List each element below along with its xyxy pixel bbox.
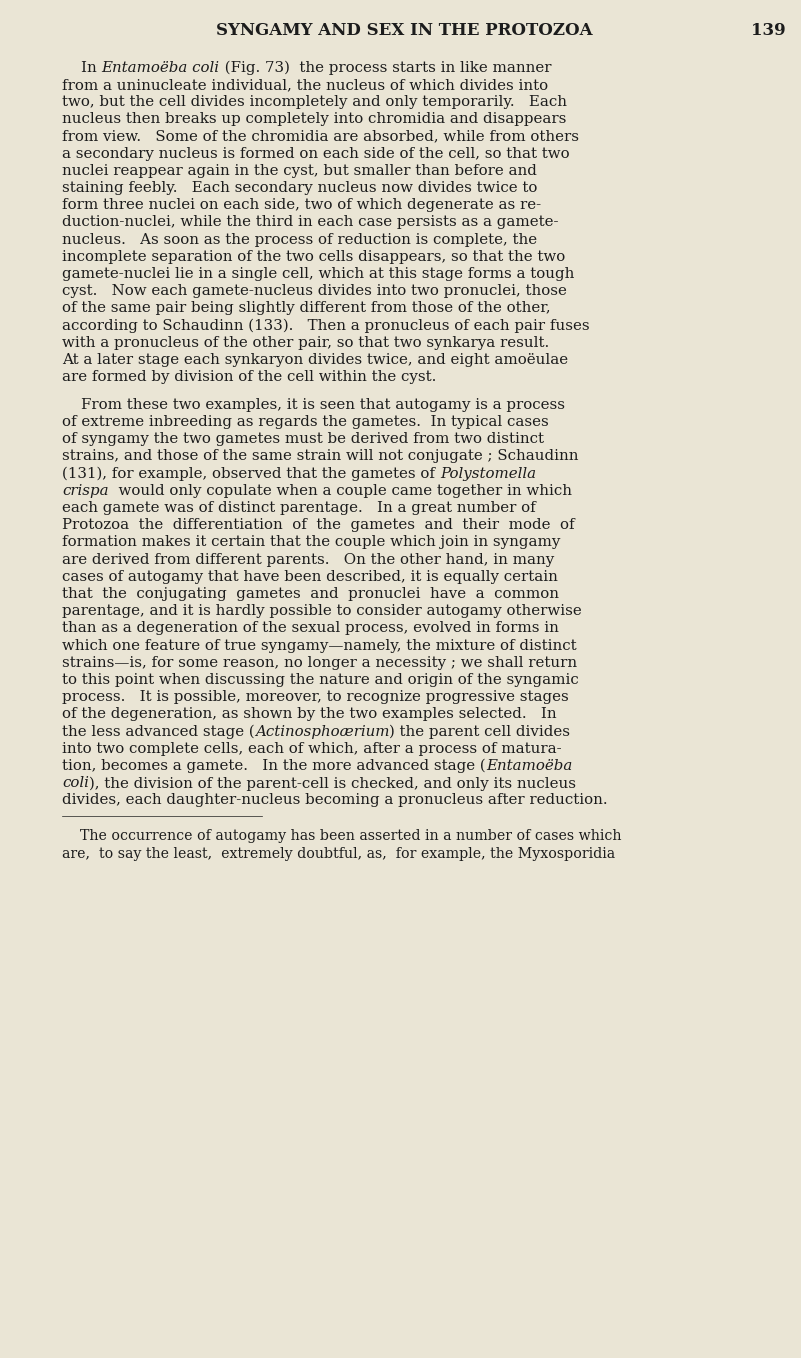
- Text: nuclei reappear again in the cyst, but smaller than before and: nuclei reappear again in the cyst, but s…: [62, 164, 537, 178]
- Text: according to Schaudinn (133).   Then a pronucleus of each pair fuses: according to Schaudinn (133). Then a pro…: [62, 319, 590, 333]
- Text: form three nuclei on each side, two of which degenerate as re-: form three nuclei on each side, two of w…: [62, 198, 541, 212]
- Text: duction-nuclei, while the third in each case persists as a gamete-: duction-nuclei, while the third in each …: [62, 216, 558, 230]
- Text: are,  to say the least,  extremely doubtful, as,  for example, the Myxosporidia: are, to say the least, extremely doubtfu…: [62, 846, 615, 861]
- Text: with a pronucleus of the other pair, so that two synkarya result.: with a pronucleus of the other pair, so …: [62, 335, 549, 350]
- Text: divides, each daughter-nucleus becoming a pronucleus after reduction.: divides, each daughter-nucleus becoming …: [62, 793, 608, 807]
- Text: At a later stage each synkaryon divides twice, and eight amoëulae: At a later stage each synkaryon divides …: [62, 353, 568, 367]
- Text: ), the division of the parent-cell is checked, and only its nucleus: ), the division of the parent-cell is ch…: [89, 777, 576, 790]
- Text: from view.   Some of the chromidia are absorbed, while from others: from view. Some of the chromidia are abs…: [62, 129, 579, 144]
- Text: process.   It is possible, moreover, to recognize progressive stages: process. It is possible, moreover, to re…: [62, 690, 569, 703]
- Text: the less advanced stage (: the less advanced stage (: [62, 725, 255, 739]
- Text: cyst.   Now each gamete-nucleus divides into two pronuclei, those: cyst. Now each gamete-nucleus divides in…: [62, 284, 567, 299]
- Text: formation makes it certain that the couple which join in syngamy: formation makes it certain that the coup…: [62, 535, 561, 550]
- Text: would only copulate when a couple came together in which: would only copulate when a couple came t…: [109, 483, 572, 498]
- Text: incomplete separation of the two cells disappears, so that the two: incomplete separation of the two cells d…: [62, 250, 566, 263]
- Text: 139: 139: [751, 22, 786, 39]
- Text: ) the parent cell divides: ) the parent cell divides: [389, 725, 570, 739]
- Text: staining feebly.   Each secondary nucleus now divides twice to: staining feebly. Each secondary nucleus …: [62, 181, 537, 196]
- Text: from a uninucleate individual, the nucleus of which divides into: from a uninucleate individual, the nucle…: [62, 77, 548, 92]
- Text: of syngamy the two gametes must be derived from two distinct: of syngamy the two gametes must be deriv…: [62, 432, 544, 447]
- Text: of the same pair being slightly different from those of the other,: of the same pair being slightly differen…: [62, 301, 550, 315]
- Text: nucleus then breaks up completely into chromidia and disappears: nucleus then breaks up completely into c…: [62, 113, 566, 126]
- Text: which one feature of true syngamy—namely, the mixture of distinct: which one feature of true syngamy—namely…: [62, 638, 577, 653]
- Text: that  the  conjugating  gametes  and  pronuclei  have  a  common: that the conjugating gametes and pronucl…: [62, 587, 559, 602]
- Text: two, but the cell divides incompletely and only temporarily.   Each: two, but the cell divides incompletely a…: [62, 95, 567, 109]
- Text: Polystomella: Polystomella: [440, 467, 536, 481]
- Text: into two complete cells, each of which, after a process of matura-: into two complete cells, each of which, …: [62, 741, 562, 755]
- Text: strains—is, for some reason, no longer a necessity ; we shall return: strains—is, for some reason, no longer a…: [62, 656, 578, 669]
- Text: than as a degeneration of the sexual process, evolved in forms in: than as a degeneration of the sexual pro…: [62, 622, 559, 636]
- Text: of the degeneration, as shown by the two examples selected.   In: of the degeneration, as shown by the two…: [62, 708, 557, 721]
- Text: a secondary nucleus is formed on each side of the cell, so that two: a secondary nucleus is formed on each si…: [62, 147, 570, 160]
- Text: SYNGAMY AND SEX IN THE PROTOZOA: SYNGAMY AND SEX IN THE PROTOZOA: [215, 22, 592, 39]
- Text: Entamoëba coli: Entamoëba coli: [102, 61, 219, 75]
- Text: Actinosphoærium: Actinosphoærium: [255, 725, 389, 739]
- Text: strains, and those of the same strain will not conjugate ; Schaudinn: strains, and those of the same strain wi…: [62, 449, 578, 463]
- Text: The occurrence of autogamy has been asserted in a number of cases which: The occurrence of autogamy has been asse…: [62, 830, 622, 843]
- Text: crispa: crispa: [62, 483, 109, 498]
- Text: each gamete was of distinct parentage.   In a great number of: each gamete was of distinct parentage. I…: [62, 501, 536, 515]
- Text: coli: coli: [62, 777, 89, 790]
- Text: of extreme inbreeding as regards the gametes.  In typical cases: of extreme inbreeding as regards the gam…: [62, 416, 549, 429]
- Text: From these two examples, it is seen that autogamy is a process: From these two examples, it is seen that…: [62, 398, 565, 411]
- Text: cases of autogamy that have been described, it is equally certain: cases of autogamy that have been describ…: [62, 570, 557, 584]
- Text: to this point when discussing the nature and origin of the syngamic: to this point when discussing the nature…: [62, 674, 579, 687]
- Text: (131), for example, observed that the gametes of: (131), for example, observed that the ga…: [62, 467, 440, 481]
- Text: Protozoa  the  differentiation  of  the  gametes  and  their  mode  of: Protozoa the differentiation of the game…: [62, 519, 574, 532]
- Text: In: In: [62, 61, 102, 75]
- Text: are formed by division of the cell within the cyst.: are formed by division of the cell withi…: [62, 371, 437, 384]
- Text: parentage, and it is hardly possible to consider autogamy otherwise: parentage, and it is hardly possible to …: [62, 604, 582, 618]
- Text: nucleus.   As soon as the process of reduction is complete, the: nucleus. As soon as the process of reduc…: [62, 232, 537, 247]
- Text: Entamoëba: Entamoëba: [485, 759, 572, 773]
- Text: (Fig. 73)  the process starts in like manner: (Fig. 73) the process starts in like man…: [219, 61, 551, 75]
- Text: tion, becomes a gamete.   In the more advanced stage (: tion, becomes a gamete. In the more adva…: [62, 759, 485, 773]
- Text: gamete-nuclei lie in a single cell, which at this stage forms a tough: gamete-nuclei lie in a single cell, whic…: [62, 268, 574, 281]
- Text: are derived from different parents.   On the other hand, in many: are derived from different parents. On t…: [62, 553, 554, 566]
